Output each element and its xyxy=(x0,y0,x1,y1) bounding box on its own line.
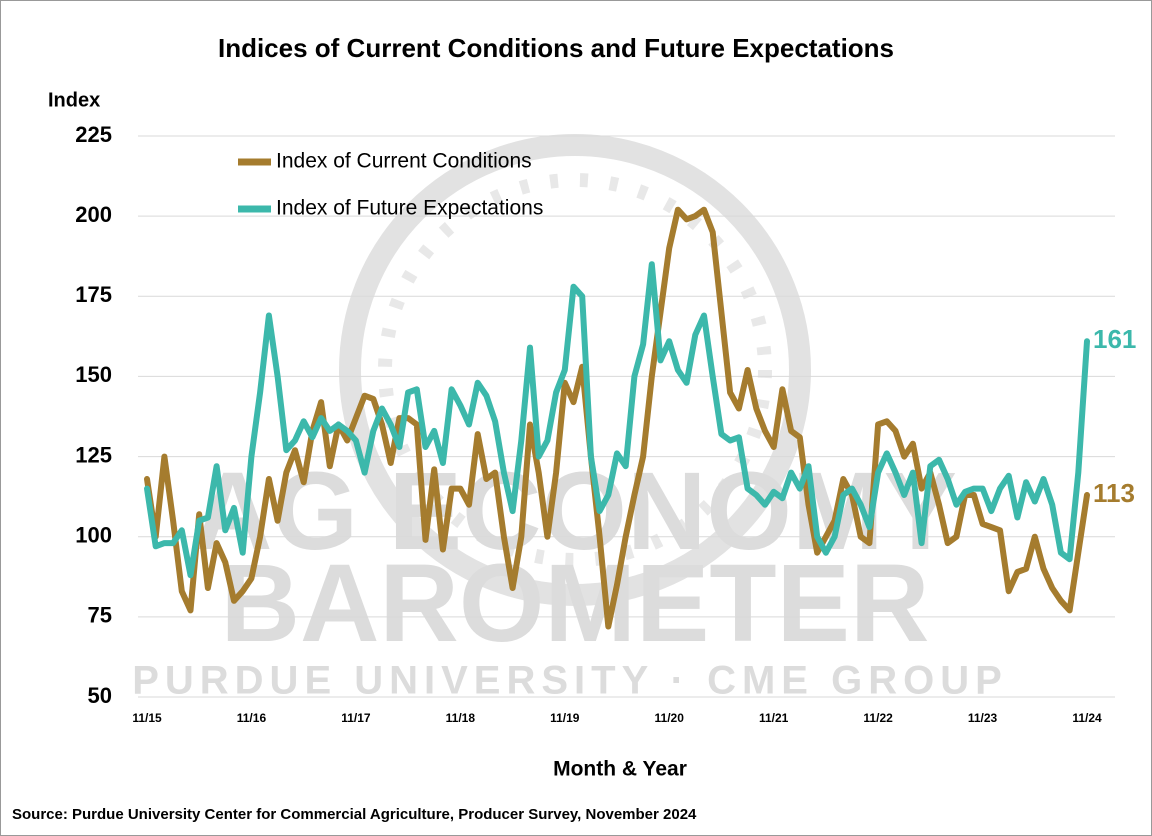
y-tick-label: 50 xyxy=(88,683,112,708)
y-tick-label: 150 xyxy=(75,362,112,387)
x-tick-label: 11/23 xyxy=(968,711,998,725)
x-tick-label: 11/20 xyxy=(655,711,685,725)
watermark-text: AG ECONOMY xyxy=(193,450,957,573)
x-tick-label: 11/16 xyxy=(237,711,267,725)
x-tick-label: 11/15 xyxy=(132,711,162,725)
series-line xyxy=(144,261,1090,579)
chart-title: Indices of Current Conditions and Future… xyxy=(218,33,894,63)
y-tick-label: 125 xyxy=(75,442,112,467)
x-tick-label: 11/22 xyxy=(863,711,893,725)
x-tick-label: 11/18 xyxy=(446,711,476,725)
watermark-text: PURDUE UNIVERSITY · CME GROUP xyxy=(132,659,1008,703)
source: Source: Purdue University Center for Com… xyxy=(12,806,697,823)
x-tick-label: 11/17 xyxy=(341,711,371,725)
y-axis-label: Index xyxy=(48,89,100,111)
end-value-label: 161 xyxy=(1093,324,1136,354)
watermark-ring xyxy=(339,134,811,606)
end-value-label: 113 xyxy=(1093,478,1135,508)
y-tick-label: 100 xyxy=(75,523,112,548)
legend-label: Index of Current Conditions xyxy=(276,150,532,173)
watermark-text: BAROMETER xyxy=(221,542,930,665)
x-axis-label: Month & Year xyxy=(553,758,687,781)
y-tick-label: 175 xyxy=(75,282,112,307)
y-tick-label: 200 xyxy=(75,202,112,227)
legend-label: Index of Future Expectations xyxy=(276,197,543,220)
watermark-dial xyxy=(378,173,772,567)
watermark: AG ECONOMY BAROMETER PURDUE UNIVERSITY ·… xyxy=(132,134,1008,703)
x-tick-label: 11/19 xyxy=(550,711,580,725)
y-tick-label: 225 xyxy=(75,122,112,147)
x-tick-label: 11/24 xyxy=(1072,711,1102,725)
x-tick-label: 11/21 xyxy=(759,711,789,725)
y-tick-label: 75 xyxy=(88,603,112,628)
